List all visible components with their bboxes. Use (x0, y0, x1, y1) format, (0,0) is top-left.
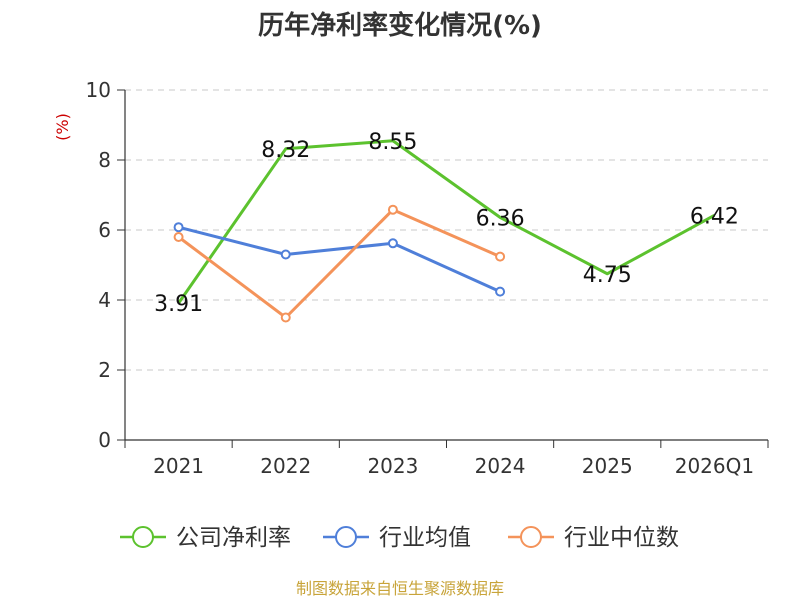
chart-title: 历年净利率变化情况(%) (258, 10, 542, 41)
data-point (387, 238, 398, 249)
legend-marker-icon (335, 526, 357, 548)
x-tick-label: 2022 (260, 454, 311, 478)
y-tick-label: 2 (98, 358, 111, 382)
y-tick-label: 6 (98, 218, 111, 242)
x-tick-label: 2024 (475, 454, 526, 478)
source-note: 制图数据来自恒生聚源数据库 (296, 579, 504, 598)
legend-marker-icon (132, 526, 154, 548)
y-tick-label: 4 (98, 288, 111, 312)
legend-label: 行业中位数 (564, 525, 679, 551)
legend-label: 公司净利率 (176, 525, 291, 551)
x-tick-label: 2026Q1 (675, 454, 754, 478)
data-labels: 3.91 8.32 8.55 6.36 4.75 6.42 (154, 130, 739, 317)
legend-marker-icon (520, 526, 542, 548)
data-point (173, 222, 184, 233)
data-label: 6.36 (476, 206, 525, 231)
legend: 公司净利率 行业均值 行业中位数 (120, 525, 679, 551)
series-line-2 (177, 208, 501, 319)
series-line-1 (178, 225, 501, 293)
y-axis-unit: (%) (53, 113, 72, 141)
legend-item-2[interactable]: 行业中位数 (508, 525, 679, 551)
legend-item-0[interactable]: 公司净利率 (120, 525, 291, 551)
data-point (280, 312, 291, 323)
legend-label: 行业均值 (379, 525, 471, 551)
y-tick-label: 0 (98, 428, 111, 452)
data-label: 4.75 (583, 263, 632, 288)
series-line-0 (177, 139, 716, 305)
x-tick-label: 2021 (153, 454, 204, 478)
data-point (495, 286, 506, 297)
axes: 0 2 4 6 8 10 2021 2022 2023 2024 2025 2026Q1 (86, 78, 769, 478)
y-tick-label: 8 (98, 148, 111, 172)
grid-lines (125, 89, 768, 371)
data-point (280, 249, 291, 260)
data-label: 6.42 (690, 204, 739, 229)
data-label: 8.55 (368, 130, 417, 155)
series-layer (173, 139, 716, 323)
data-label: 8.32 (261, 138, 310, 163)
data-label: 3.91 (154, 292, 203, 317)
data-point (387, 204, 398, 215)
data-point (173, 232, 184, 242)
x-tick-label: 2025 (582, 454, 633, 478)
legend-item-1[interactable]: 行业均值 (323, 525, 471, 551)
y-tick-label: 10 (86, 78, 111, 102)
data-point (495, 251, 506, 262)
x-tick-label: 2023 (367, 454, 418, 478)
